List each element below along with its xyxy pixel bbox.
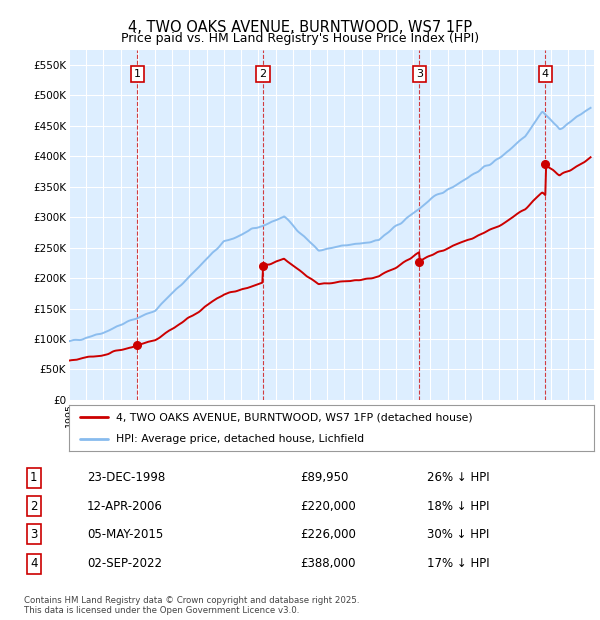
Text: 23-DEC-1998: 23-DEC-1998 <box>87 471 165 484</box>
Text: 1: 1 <box>30 471 38 484</box>
Text: 17% ↓ HPI: 17% ↓ HPI <box>427 557 490 570</box>
Text: 05-MAY-2015: 05-MAY-2015 <box>87 528 163 541</box>
Text: Price paid vs. HM Land Registry's House Price Index (HPI): Price paid vs. HM Land Registry's House … <box>121 32 479 45</box>
Text: 02-SEP-2022: 02-SEP-2022 <box>87 557 162 570</box>
Text: 4: 4 <box>30 557 38 570</box>
Text: £89,950: £89,950 <box>300 471 349 484</box>
Text: 12-APR-2006: 12-APR-2006 <box>87 500 163 513</box>
Text: £220,000: £220,000 <box>300 500 356 513</box>
Text: £226,000: £226,000 <box>300 528 356 541</box>
Text: Contains HM Land Registry data © Crown copyright and database right 2025.
This d: Contains HM Land Registry data © Crown c… <box>24 596 359 615</box>
Text: 4, TWO OAKS AVENUE, BURNTWOOD, WS7 1FP: 4, TWO OAKS AVENUE, BURNTWOOD, WS7 1FP <box>128 20 472 35</box>
Text: 1: 1 <box>134 69 141 79</box>
Text: 18% ↓ HPI: 18% ↓ HPI <box>427 500 489 513</box>
Text: 2: 2 <box>30 500 38 513</box>
Text: 4: 4 <box>542 69 549 79</box>
Text: 30% ↓ HPI: 30% ↓ HPI <box>427 528 489 541</box>
Text: 4, TWO OAKS AVENUE, BURNTWOOD, WS7 1FP (detached house): 4, TWO OAKS AVENUE, BURNTWOOD, WS7 1FP (… <box>116 412 473 422</box>
Text: 26% ↓ HPI: 26% ↓ HPI <box>427 471 490 484</box>
Text: £388,000: £388,000 <box>300 557 355 570</box>
Text: 3: 3 <box>416 69 423 79</box>
Text: 3: 3 <box>30 528 38 541</box>
Text: HPI: Average price, detached house, Lichfield: HPI: Average price, detached house, Lich… <box>116 434 364 444</box>
Text: 2: 2 <box>260 69 267 79</box>
